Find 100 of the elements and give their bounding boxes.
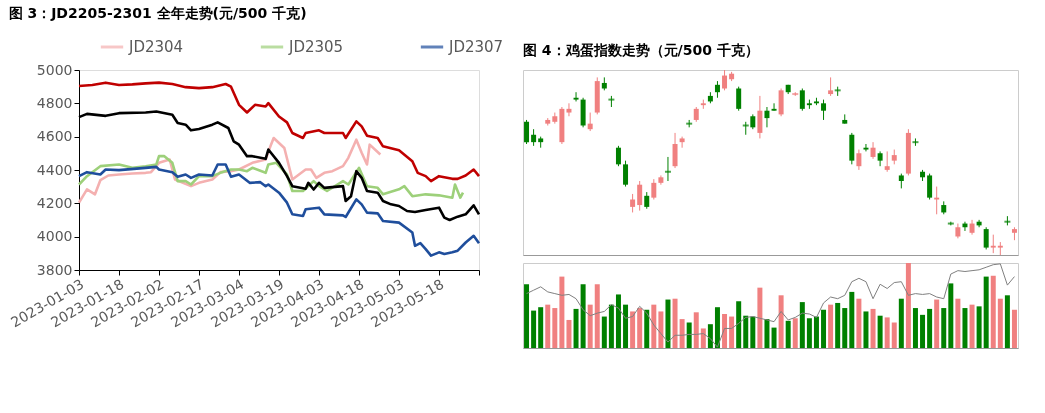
bar (750, 316, 756, 348)
candlestick (651, 178, 657, 200)
bar (884, 317, 890, 348)
bar (983, 276, 989, 348)
bar (580, 284, 586, 348)
candlestick (990, 234, 996, 254)
y-tick-label: 5000 (36, 61, 73, 78)
bar (651, 304, 657, 348)
bar (934, 299, 940, 348)
candlestick (771, 102, 777, 112)
bar (1011, 309, 1017, 348)
bar (863, 311, 869, 348)
candlestick (863, 143, 869, 152)
bar (785, 320, 791, 348)
candlestick (764, 106, 770, 128)
candlestick (856, 149, 862, 171)
candlestick (679, 136, 685, 149)
bar (771, 327, 777, 348)
legend-label: JD2304 (128, 38, 184, 56)
bar (948, 283, 954, 348)
bar (686, 322, 692, 348)
bar (743, 315, 749, 348)
bar (679, 319, 685, 348)
candlestick (736, 86, 742, 112)
bar (905, 263, 911, 348)
bar (962, 308, 968, 348)
bar (997, 298, 1003, 348)
bar (877, 315, 883, 348)
bar (729, 316, 735, 348)
bar (813, 316, 819, 348)
bar (870, 308, 876, 348)
y-tick-label: 4600 (36, 128, 73, 145)
bar (608, 304, 614, 348)
candlestick (983, 226, 989, 250)
y-tick-label: 4400 (36, 161, 73, 178)
candlestick (870, 141, 876, 160)
legend-label: JD2305 (288, 38, 344, 56)
candlestick (927, 173, 933, 200)
bar (700, 328, 706, 348)
bar (524, 284, 530, 348)
candlestick (615, 145, 621, 167)
bar (969, 304, 975, 348)
bar (644, 309, 650, 348)
bar (615, 294, 621, 348)
candlestick (630, 193, 636, 213)
line-series (77, 81, 481, 183)
bar (623, 304, 629, 348)
bar (637, 308, 643, 348)
y-tick-label: 3800 (36, 261, 73, 278)
candlestick (884, 150, 890, 173)
candlestick (799, 88, 805, 112)
bar (757, 287, 763, 348)
bar (799, 302, 805, 348)
bar (722, 314, 728, 348)
bar (927, 308, 933, 348)
bar (665, 299, 671, 348)
bar (764, 319, 770, 348)
bar (707, 324, 713, 348)
candlestick (877, 150, 883, 167)
bar (806, 318, 812, 348)
bar (566, 319, 572, 348)
bar (828, 304, 834, 348)
bar (672, 298, 678, 348)
chart-title: 图 3：JD2205-2301 全年走势(元/500 千克) (8, 5, 307, 21)
bar (920, 314, 926, 348)
bar (658, 311, 664, 348)
candlestick (637, 180, 643, 212)
bar (842, 308, 848, 348)
bar (955, 298, 961, 348)
candlestick (828, 76, 834, 97)
legend-label: JD2307 (448, 38, 504, 56)
bar (587, 304, 593, 348)
bar (538, 307, 544, 348)
candlestick (573, 91, 579, 102)
line-series (77, 163, 481, 257)
bar (693, 312, 699, 348)
bar (990, 275, 996, 348)
bar (1004, 295, 1010, 348)
bar (573, 308, 579, 348)
bar (821, 309, 827, 348)
bar (891, 322, 897, 348)
bar (736, 301, 742, 348)
bar (778, 295, 784, 348)
candlestick (821, 99, 827, 121)
candlestick (672, 132, 678, 169)
candlestick (722, 69, 728, 91)
candlestick (934, 186, 940, 215)
bar (601, 316, 607, 348)
candlestick (524, 119, 530, 145)
bar (630, 311, 636, 348)
bar (559, 276, 565, 348)
y-tick-label: 4800 (36, 94, 73, 111)
candlestick (757, 95, 763, 139)
bar (835, 302, 841, 348)
bar (912, 308, 918, 348)
candlestick (664, 156, 671, 182)
bar (545, 304, 551, 348)
bar (552, 308, 558, 348)
bar (849, 291, 855, 348)
bar (531, 310, 537, 348)
